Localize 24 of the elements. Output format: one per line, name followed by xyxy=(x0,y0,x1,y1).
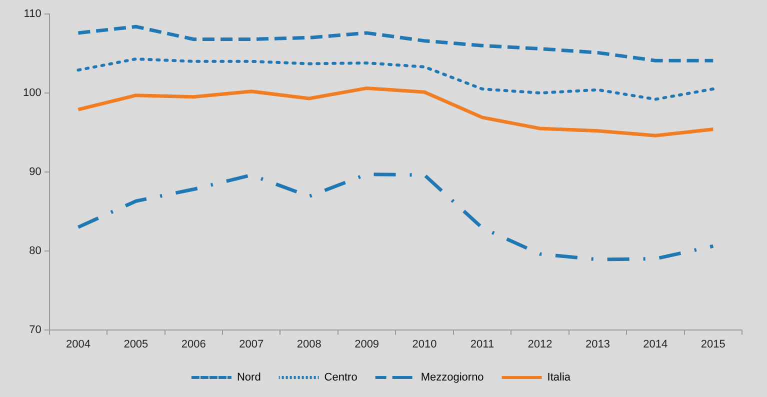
y-tick-label: 100 xyxy=(22,86,42,99)
x-tick-label: 2009 xyxy=(354,338,380,350)
legend-label: Centro xyxy=(324,372,358,384)
y-tick-label: 80 xyxy=(29,244,42,257)
x-tick-label: 2014 xyxy=(643,338,668,350)
legend-label: Italia xyxy=(547,372,572,384)
x-tick-label: 2005 xyxy=(124,338,148,350)
x-tick-label: 2012 xyxy=(528,338,552,350)
x-tick-label: 2007 xyxy=(239,338,264,350)
y-tick-label: 70 xyxy=(29,324,42,336)
x-tick-label: 2010 xyxy=(412,338,437,350)
line-series xyxy=(76,58,715,101)
y-tick-label: 90 xyxy=(29,166,42,178)
line-series xyxy=(76,172,715,262)
x-tick-label: 2011 xyxy=(470,338,494,350)
legend-label: Mezzogiorno xyxy=(420,372,484,384)
x-tick-label: 2015 xyxy=(700,338,726,350)
legend-label: Nord xyxy=(236,372,261,384)
x-tick-label: 2008 xyxy=(296,338,322,350)
x-tick-label: 2013 xyxy=(585,338,610,350)
y-tick-label: 110 xyxy=(24,8,42,20)
x-tick-label: 2004 xyxy=(66,338,90,350)
line-series xyxy=(76,24,715,62)
x-tick-label: 2006 xyxy=(181,338,206,350)
